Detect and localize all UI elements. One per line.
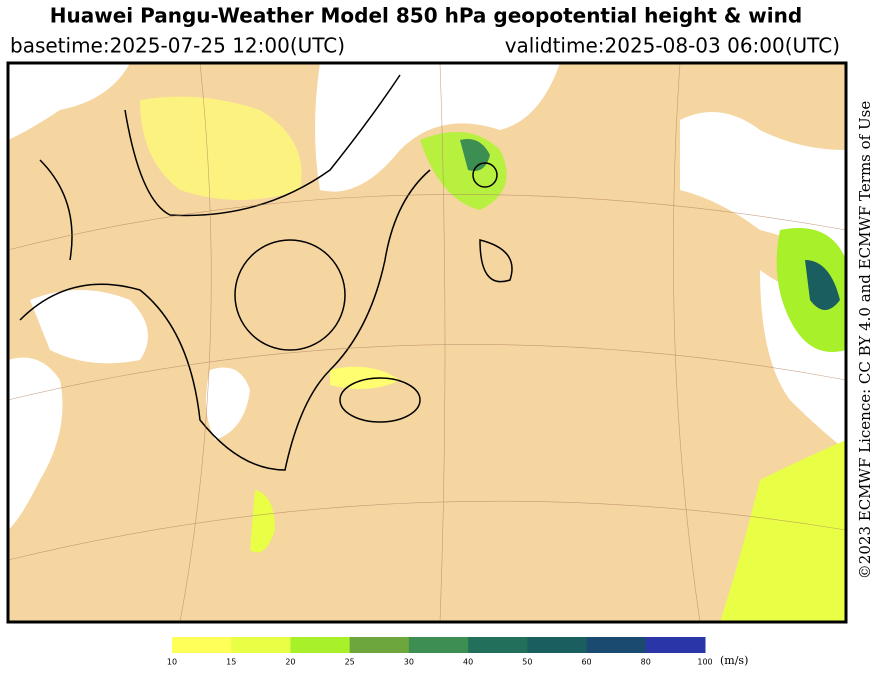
colorbar-segment [586, 637, 647, 653]
colorbar-tick-label: 30 [404, 658, 414, 667]
colorbar-segment [290, 637, 351, 653]
colorbar-segment [231, 637, 291, 653]
colorbar: 10 15 20 25 30 40 50 60 80 100 [167, 637, 713, 667]
colorbar-segment [172, 637, 232, 653]
colorbar-tick-label: 15 [226, 658, 236, 667]
colorbar-segment [527, 637, 588, 653]
colorbar-tick-label: 80 [641, 658, 651, 667]
colorbar-segment [468, 637, 528, 653]
colorbar-tick-label: 25 [345, 658, 355, 667]
basetime: basetime:2025-07-25 12:00(UTC) [10, 34, 345, 58]
validtime: validtime:2025-08-03 06:00(UTC) [505, 34, 840, 58]
colorbar-tick-label: 60 [581, 658, 591, 667]
colorbar-tick-label: 40 [463, 658, 473, 667]
map [6, 61, 848, 624]
colorbar-tick-label: 20 [285, 658, 295, 667]
colorbar-tick-label: 50 [522, 658, 532, 667]
colorbar-segment [645, 637, 706, 653]
colorbar-unit: (m/s) [720, 654, 748, 667]
title: Huawei Pangu-Weather Model 850 hPa geopo… [50, 4, 802, 28]
colorbar-segment [408, 637, 469, 653]
colorbar-tick-label: 100 [697, 658, 712, 667]
colorbar-segment [349, 637, 410, 653]
licence: ©2023 ECMWF Licence: CC BY 4.0 and ECMWF… [856, 101, 870, 580]
colorbar-tick-label: 10 [167, 658, 177, 667]
